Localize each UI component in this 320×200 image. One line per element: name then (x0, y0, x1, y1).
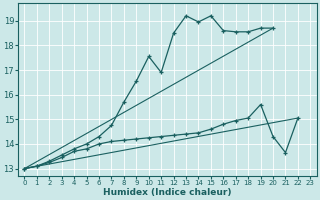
X-axis label: Humidex (Indice chaleur): Humidex (Indice chaleur) (103, 188, 232, 197)
